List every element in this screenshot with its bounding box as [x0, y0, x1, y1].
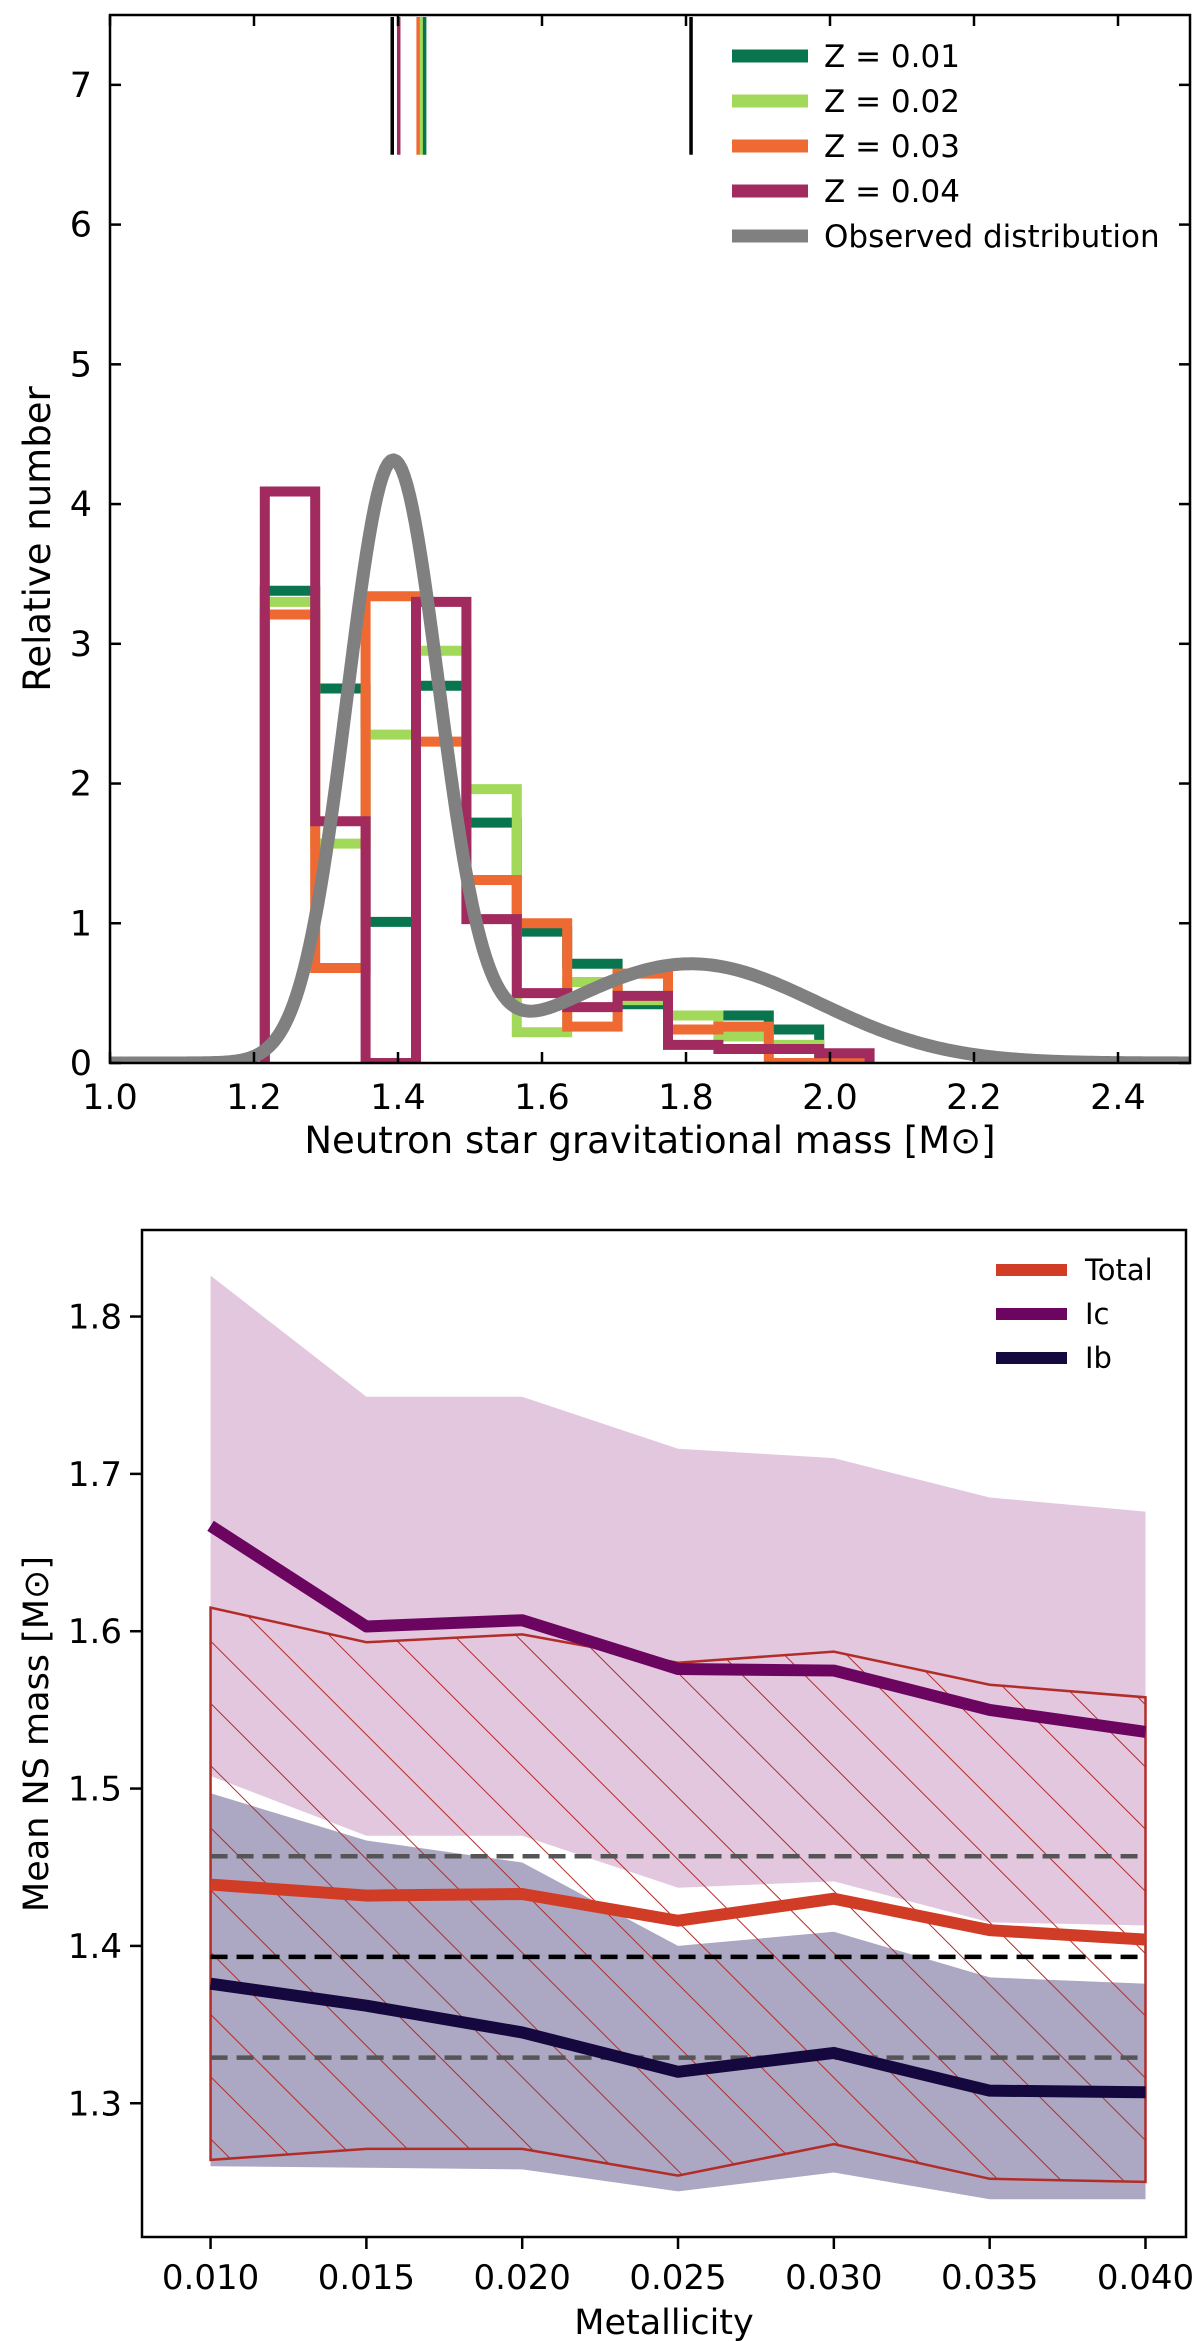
metallicity-chart: 0.010 0.015 0.020 0.025 0.030 0.035 0.040 1.31…: [17, 1228, 1194, 2341]
histogram-plot-area: [110, 17, 1190, 1063]
metallicity-x-tick-label-5: 0.035: [941, 2258, 1038, 2298]
metallicity-x-tick-label-3: 0.025: [629, 2258, 726, 2298]
y-tick-label-1: 1: [70, 904, 92, 944]
metallicity-x-label: Metallicity: [574, 2303, 753, 2341]
histogram-step-4: [259, 486, 875, 1063]
histogram-chart: 1.0 1.2 1.4 1.6 1.8 2.0 2.2 2.4 0 1 2 3 4 5 6 7 Neutro…: [16, 13, 1192, 1162]
mean-marker-lines: [390, 17, 693, 155]
band-total-range: [209, 1606, 1147, 2184]
histogram-x-ticks: 1.0 1.2 1.4 1.6 1.8 2.0 2.2 2.4: [82, 15, 1146, 1118]
x-tick-label-1: 1.2: [226, 1078, 282, 1118]
metallicity-x-tick-label-2: 0.020: [474, 2258, 571, 2298]
metallicity-x-tick-label-6: 0.040: [1097, 2258, 1194, 2298]
x-tick-label-0: 1.0: [82, 1078, 138, 1118]
metallicity-x-tick-label-0: 0.010: [162, 2258, 259, 2298]
x-tick-label-5: 2.0: [802, 1078, 858, 1118]
x-tick-label-6: 2.2: [946, 1078, 1002, 1118]
metallicity-x-tick-label-1: 0.015: [318, 2258, 415, 2298]
histogram-x-label: Neutron star gravitational mass [M⊙]: [304, 1119, 995, 1162]
histogram-y-label: Relative number: [16, 386, 59, 692]
metallicity-y-tick-label-2: 1.5: [68, 1770, 122, 1810]
metallicity-y-tick-label-1: 1.4: [68, 1927, 122, 1967]
metallicity-y-tick-label-5: 1.8: [68, 1298, 122, 1338]
legend-label-observed: Observed distribution: [824, 219, 1160, 255]
metallicity-plot-area: [207, 1275, 1147, 2200]
histogram-step-3: [259, 591, 870, 1063]
legend-label-ib: Ib: [1085, 1341, 1112, 1375]
metallicity-y-tick-label-0: 1.3: [68, 2084, 122, 2124]
metallicity-x-tick-label-4: 0.030: [785, 2258, 882, 2298]
legend-label-z001: Z = 0.01: [824, 39, 960, 75]
histogram-legend: Z = 0.01 Z = 0.02 Z = 0.03 Z = 0.04 Obse…: [732, 39, 1160, 255]
metallicity-x-ticks: 0.010 0.015 0.020 0.025 0.030 0.035 0.040: [162, 2237, 1194, 2298]
histogram-step-1: [259, 585, 870, 1063]
mass-range-bands: [209, 1275, 1147, 2200]
y-tick-label-5: 5: [70, 345, 92, 385]
line-ic: [207, 1520, 1147, 1738]
legend-label-z002: Z = 0.02: [824, 84, 960, 120]
line-total: [210, 1878, 1146, 1946]
histogram-axes-frame: [108, 13, 1192, 1065]
legend-label-z003: Z = 0.03: [824, 129, 960, 165]
metallicity-axes-frame: [140, 1228, 1188, 2239]
metallicity-y-ticks: 1.3 1.4 1.5 1.6 1.7 1.8: [68, 1298, 142, 2124]
y-tick-label-3: 3: [70, 625, 92, 665]
observed-distribution-curve: [110, 453, 1190, 1063]
x-tick-label-7: 2.4: [1090, 1078, 1146, 1118]
legend-label-z004: Z = 0.04: [824, 174, 960, 210]
x-tick-label-3: 1.6: [514, 1078, 570, 1118]
y-tick-label-6: 6: [70, 206, 92, 246]
legend-label-ic: Ic: [1085, 1297, 1110, 1331]
legend-label-total: Total: [1084, 1253, 1153, 1287]
metallicity-legend: Total Ic Ib: [996, 1253, 1153, 1375]
metallicity-y-label: Mean NS mass [M⊙]: [17, 1556, 57, 1912]
x-tick-label-2: 1.4: [370, 1078, 426, 1118]
y-tick-label-4: 4: [70, 485, 92, 525]
mean-mass-lines: [207, 1520, 1147, 2099]
histogram-series: [259, 486, 875, 1063]
metallicity-y-tick-label-3: 1.6: [68, 1612, 122, 1652]
line-ib: [209, 1977, 1146, 2099]
y-tick-label-7: 7: [70, 66, 92, 106]
histogram-y-ticks: 0 1 2 3 4 5 6 7: [70, 66, 1190, 1084]
y-tick-label-2: 2: [70, 765, 92, 805]
metallicity-y-tick-label-4: 1.7: [68, 1455, 122, 1495]
x-tick-label-4: 1.8: [658, 1078, 714, 1118]
y-tick-label-0: 0: [70, 1044, 92, 1084]
